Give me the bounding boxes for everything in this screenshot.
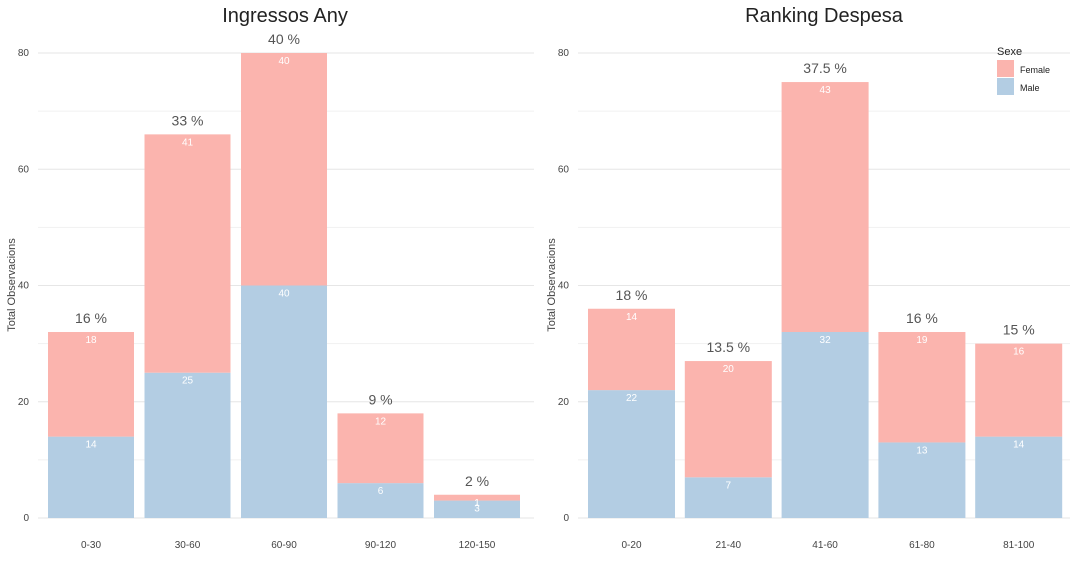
bar-segment-male [144, 372, 231, 518]
bar-segment-female [48, 332, 134, 437]
y-tick-label: 60 [558, 164, 570, 175]
y-axis-ticks: 0 20 40 60 80 [18, 48, 30, 524]
bar-value-label-male: 22 [626, 393, 638, 404]
bar-segment-female [434, 494, 520, 501]
y-tick-label: 80 [18, 48, 30, 59]
chart-panel-ranking: Ranking Despesa Total Observacions 0 20 40… [546, 5, 1070, 551]
bar-value-label-male: 6 [378, 486, 384, 497]
bar-value-label-female: 1 [474, 498, 480, 509]
x-tick-label: 81-100 [1003, 540, 1035, 551]
legend-label-male: Male [1020, 83, 1040, 93]
bar-segment-female [588, 308, 675, 391]
y-axis-label: Total Observacions [546, 238, 558, 332]
bar-percent-label: 9 % [368, 391, 392, 407]
x-tick-label: 61-80 [909, 540, 935, 551]
y-tick-label: 0 [23, 513, 29, 524]
bar-value-label-male: 25 [182, 376, 194, 387]
y-tick-label: 20 [558, 397, 570, 408]
bar-percent-label: 15 % [1003, 322, 1035, 338]
bar-value-label-female: 40 [278, 56, 290, 67]
y-tick-label: 20 [18, 397, 30, 408]
y-tick-label: 0 [563, 513, 569, 524]
bar-segment-male [337, 483, 424, 518]
bar-value-label-male: 3 [474, 504, 480, 515]
x-tick-label: 0-30 [81, 540, 101, 551]
chart-panel-ingressos: Ingressos Any Total Observacions 0204060… [6, 5, 534, 551]
legend-swatch-male [997, 78, 1014, 95]
bar-value-label-female: 18 [85, 335, 97, 346]
y-tick-label: 40 [18, 281, 30, 292]
bar-value-label-male: 14 [1013, 440, 1025, 451]
bar-segment-male [241, 285, 327, 518]
x-tick-label: 30-60 [175, 540, 201, 551]
chart-title: Ranking Despesa [745, 5, 904, 27]
bar-value-label-female: 20 [723, 364, 735, 375]
chart-title: Ingressos Any [222, 5, 348, 27]
bar-value-label-male: 40 [278, 289, 290, 300]
x-tick-label: 90-120 [365, 540, 397, 551]
y-axis-label: Total Observacions [6, 238, 18, 332]
bar-value-label-female: 16 [1013, 347, 1025, 358]
legend-swatch-female [997, 60, 1014, 77]
x-tick-label: 41-60 [812, 540, 838, 551]
legend-label-female: Female [1020, 65, 1050, 75]
bar-segment-male [434, 500, 520, 518]
bar-value-label-male: 13 [916, 445, 928, 456]
bar-percent-label: 13.5 % [707, 339, 751, 355]
x-tick-label: 0-20 [621, 540, 641, 551]
bar-segment-male [684, 477, 772, 518]
bar-value-label-male: 7 [726, 480, 732, 491]
bar-segment-male [48, 436, 134, 518]
bars: 14 18 16 % 25 41 33 % 40 40 40 % 6 12 9 % 31 2 % [48, 31, 520, 518]
bar-segment-female [684, 361, 772, 478]
bar-segment-male [588, 390, 675, 518]
legend-title: Sexe [997, 46, 1022, 58]
bar-percent-label: 40 % [268, 31, 300, 47]
x-axis-ticks: 0-20 21-40 41-60 61-80 81-100 [621, 540, 1034, 551]
bar-segment-male [975, 436, 1063, 518]
bar-value-label-male: 32 [820, 335, 832, 346]
y-axis-ticks: 0 20 40 60 80 [558, 48, 570, 524]
bar-value-label-female: 41 [182, 137, 194, 148]
bar-segment-female [878, 332, 966, 443]
legend: Sexe Female Male [997, 46, 1050, 95]
bar-segment-female [144, 134, 231, 373]
bar-segment-female [975, 343, 1063, 437]
bars: 22 14 18 % 7 20 13.5 % 32 43 37.5 % 13 19 16 % 14 16 1… [588, 60, 1063, 518]
bar-value-label-female: 12 [375, 416, 387, 427]
bar-segment-male [878, 442, 966, 518]
bar-percent-label: 16 % [906, 310, 938, 326]
bar-percent-label: 37.5 % [803, 60, 847, 76]
x-axis-ticks: 0-30 30-60 60-90 90-120 120-150 [81, 540, 496, 551]
bar-percent-label: 33 % [172, 112, 204, 128]
bar-value-label-male: 14 [85, 440, 97, 451]
x-tick-label: 21-40 [716, 540, 742, 551]
bar-segment-female [781, 82, 869, 332]
bar-value-label-female: 43 [820, 85, 832, 96]
bar-value-label-female: 19 [916, 335, 928, 346]
bar-percent-label: 16 % [75, 310, 107, 326]
bar-percent-label: 18 % [616, 287, 648, 303]
bar-segment-female [241, 53, 327, 286]
x-tick-label: 60-90 [271, 540, 297, 551]
bar-segment-female [337, 413, 424, 484]
y-tick-label: 60 [18, 164, 30, 175]
bar-percent-label: 2 % [465, 473, 489, 489]
y-tick-label: 80 [558, 48, 570, 59]
y-tick-label: 40 [558, 281, 570, 292]
bar-segment-male [781, 332, 869, 518]
x-tick-label: 120-150 [459, 540, 496, 551]
bar-value-label-female: 14 [626, 312, 638, 323]
